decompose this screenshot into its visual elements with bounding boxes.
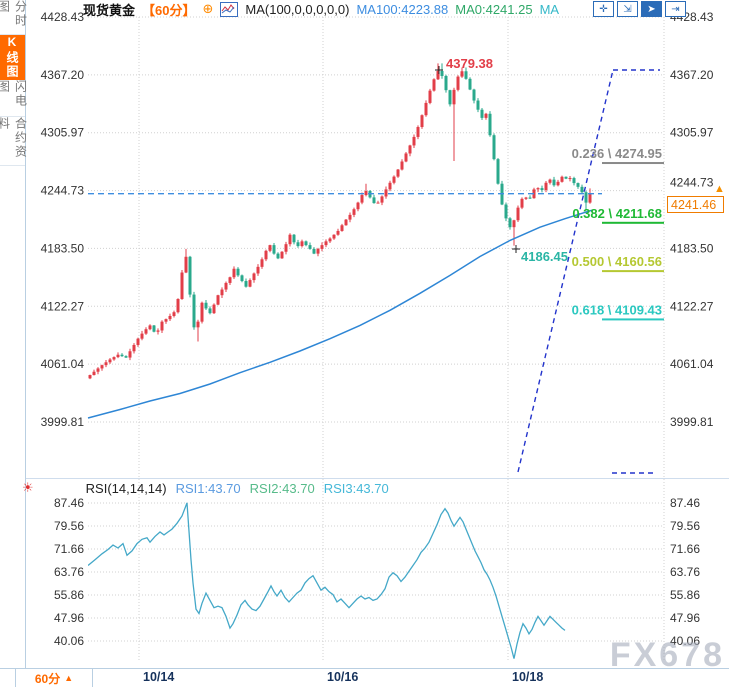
- svg-text:4428.43: 4428.43: [41, 10, 85, 24]
- crosshair-icon[interactable]: ✛: [593, 1, 614, 17]
- zoom-range-icon[interactable]: ⇲: [617, 1, 638, 17]
- svg-text:0.382 \ 4211.68: 0.382 \ 4211.68: [572, 206, 662, 221]
- chart-toolbar: ✛ ⇲ ➤ ⇥: [593, 1, 689, 17]
- rsi3-value: RSI3:43.70: [323, 480, 389, 496]
- svg-text:4122.27: 4122.27: [670, 299, 714, 313]
- indicator-chart-icon[interactable]: [220, 1, 239, 17]
- sidebar-tab-contract-info[interactable]: 合约资料: [0, 117, 28, 166]
- svg-text:0.618 \ 4109.43: 0.618 \ 4109.43: [572, 302, 662, 317]
- svg-text:4183.50: 4183.50: [41, 241, 85, 255]
- bottom-divider: [0, 668, 729, 669]
- svg-text:0.500 \ 4160.56: 0.500 \ 4160.56: [572, 254, 662, 269]
- svg-text:10/16: 10/16: [327, 670, 358, 684]
- svg-text:71.66: 71.66: [670, 542, 700, 556]
- timeframe-selector-label: 60分: [34, 671, 61, 686]
- timeframe-label: 【60分】: [142, 2, 196, 18]
- svg-text:4122.27: 4122.27: [41, 299, 85, 313]
- svg-text:4244.73: 4244.73: [670, 176, 714, 190]
- panel-divider: [0, 478, 729, 479]
- price-up-arrow-icon: ▲: [714, 183, 725, 195]
- last-price-badge: 4241.46: [667, 196, 724, 213]
- indicator-settings-icon[interactable]: ☀: [22, 480, 34, 495]
- price-annotations: 4379.38 4186.45: [435, 56, 568, 264]
- ma100-value: MA100:4223.88: [356, 1, 449, 17]
- chart-header: 现货黄金 【60分】 ⊕ MA(100,0,0,0,0,0) MA100:422…: [83, 0, 566, 18]
- rsi1-value: RSI1:43.70: [175, 480, 241, 496]
- svg-text:47.96: 47.96: [670, 611, 700, 625]
- svg-text:10/14: 10/14: [143, 670, 174, 684]
- sidebar-tab-kline[interactable]: K线图: [0, 35, 25, 80]
- timeframe-selector[interactable]: 60分 ▲: [15, 668, 93, 687]
- svg-text:55.86: 55.86: [54, 588, 84, 602]
- add-indicator-icon[interactable]: ⊕: [202, 1, 214, 16]
- watermark: FX678: [609, 636, 725, 674]
- svg-text:10/18: 10/18: [512, 670, 543, 684]
- ma-value: MA: [539, 1, 560, 17]
- ma-line: [87, 209, 593, 419]
- fib-levels: 0.236 \ 4274.95 0.382 \ 4211.68 0.500 \ 41…: [572, 146, 664, 321]
- svg-text:4379.38: 4379.38: [446, 56, 493, 71]
- svg-text:55.86: 55.86: [670, 588, 700, 602]
- timeframe-dropdown-icon: ▲: [64, 673, 74, 683]
- sidebar-tab-flash[interactable]: 闪电图: [0, 80, 28, 117]
- svg-text:40.06: 40.06: [54, 634, 84, 648]
- rsi-header: ☀ RSI(14,14,14) RSI1:43.70 RSI2:43.70 RS…: [22, 480, 398, 496]
- svg-text:63.76: 63.76: [670, 565, 700, 579]
- svg-text:4186.45: 4186.45: [521, 249, 568, 264]
- svg-text:4061.04: 4061.04: [670, 357, 714, 371]
- svg-text:71.66: 71.66: [54, 542, 84, 556]
- sidebar-tab-timeline[interactable]: 分时图: [0, 0, 28, 35]
- svg-text:40.06: 40.06: [670, 634, 700, 648]
- svg-text:3999.81: 3999.81: [670, 415, 714, 429]
- svg-text:63.76: 63.76: [54, 565, 84, 579]
- ma-formula: MA(100,0,0,0,0,0): [245, 1, 350, 17]
- rsi2-value: RSI2:43.70: [249, 480, 315, 496]
- svg-text:87.46: 87.46: [670, 496, 700, 510]
- svg-text:0.236 \ 4274.95: 0.236 \ 4274.95: [572, 146, 662, 161]
- svg-text:79.56: 79.56: [54, 519, 84, 533]
- hide-panel-icon[interactable]: ⇥: [665, 1, 686, 17]
- pan-mode-icon[interactable]: ➤: [641, 1, 662, 17]
- rsi-line: [88, 502, 566, 659]
- svg-text:3999.81: 3999.81: [41, 415, 85, 429]
- candles: [88, 63, 592, 380]
- svg-text:87.46: 87.46: [54, 496, 84, 510]
- svg-text:4183.50: 4183.50: [670, 241, 714, 255]
- svg-text:4367.20: 4367.20: [670, 68, 714, 82]
- sidebar: 分时图 K线图 闪电图 合约资料: [0, 0, 28, 687]
- symbol-name: 现货黄金: [83, 2, 136, 18]
- svg-text:4244.73: 4244.73: [41, 184, 85, 198]
- svg-text:4367.20: 4367.20: [41, 68, 85, 82]
- rsi-formula: RSI(14,14,14): [85, 480, 167, 496]
- svg-text:4305.97: 4305.97: [41, 126, 85, 140]
- svg-text:4061.04: 4061.04: [41, 357, 85, 371]
- ma0-value: MA0:4241.25: [455, 1, 533, 17]
- fib-drawing[interactable]: [517, 69, 660, 474]
- svg-text:4305.97: 4305.97: [670, 126, 714, 140]
- svg-text:47.96: 47.96: [54, 611, 84, 625]
- svg-text:79.56: 79.56: [670, 519, 700, 533]
